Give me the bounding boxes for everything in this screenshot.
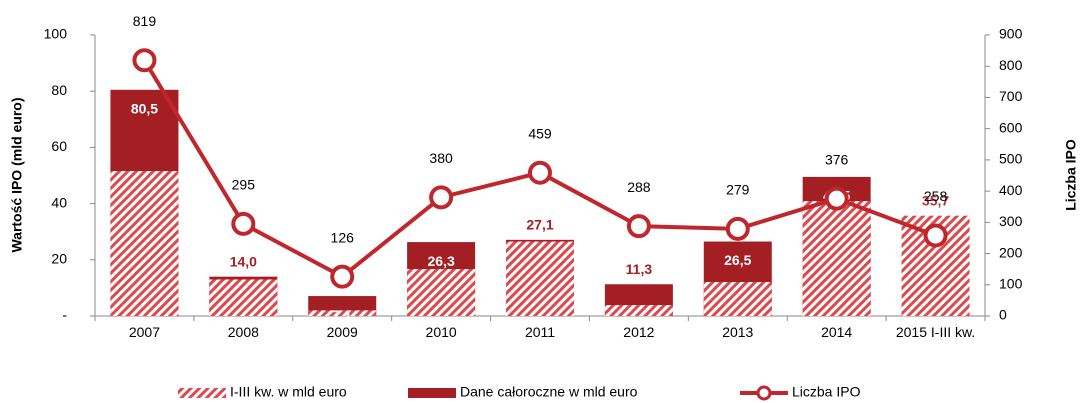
line-label: 288 (627, 179, 651, 195)
y2-tick-label: 200 (999, 244, 1023, 260)
x-tick-label-box: 2009 (326, 324, 358, 340)
x-tick-label: 2010 (425, 324, 457, 340)
y-tick-label: 100 (44, 26, 68, 42)
data-label: 26,3 (427, 253, 454, 269)
x-tick-label: 2008 (227, 324, 259, 340)
line-marker (330, 264, 355, 289)
line-marker (725, 216, 750, 241)
line-marker (528, 160, 552, 185)
x-tick-label-box: 2015 I-III kw. (895, 324, 976, 340)
x-tick-label: 2012 (623, 324, 655, 340)
legend-label: Liczba IPO (792, 384, 861, 400)
x-tick-label: 2013 (722, 324, 754, 340)
x-tick-label-box: 2007 (128, 324, 161, 340)
line-marker (132, 48, 157, 73)
bar (604, 305, 673, 316)
y2-tick-label: 600 (999, 119, 1023, 135)
data-label: 11,3 (626, 261, 653, 277)
line-label: 819 (133, 13, 157, 29)
legend-label: I-III kw. w mld euro (230, 384, 347, 400)
x-tick-label-box: 2014 (821, 324, 853, 340)
y2-tick-label: 400 (999, 182, 1023, 198)
line-marker (231, 211, 256, 236)
x-tick-label: 2011 (524, 324, 556, 340)
line-label: 258 (924, 188, 948, 204)
bar (308, 310, 377, 316)
y-tick-label: 60 (51, 138, 67, 154)
x-tick-label: 2014 (821, 324, 853, 340)
legend-swatch (178, 388, 226, 398)
x-tick-label: 2009 (326, 324, 358, 340)
y-tick-label: - (62, 307, 67, 323)
line-label: 126 (331, 229, 355, 245)
bar (802, 201, 871, 316)
x-tick-label-box: 2010 (425, 324, 457, 340)
x-tick-label: 2007 (128, 324, 161, 340)
y2-tick-label: 800 (999, 57, 1023, 73)
y-tick-label: 80 (51, 82, 67, 98)
data-label: 80,5 (131, 100, 158, 116)
line-label: 380 (429, 150, 453, 166)
data-label: 35,7 (922, 192, 949, 208)
x-tick-label-box: 2013 (722, 324, 754, 340)
y-axis-title: Wartość IPO (mld euro) (9, 97, 25, 252)
y-tick-label: 40 (51, 194, 67, 210)
line-label: 279 (726, 182, 750, 198)
bar (209, 279, 278, 316)
data-label: 7,1 (332, 307, 352, 323)
data-label: 26,5 (724, 252, 751, 268)
y2-tick-label: 900 (999, 26, 1023, 42)
legend-swatch (408, 388, 456, 398)
data-label: 14,0 (230, 253, 257, 269)
bar (703, 281, 772, 316)
bar (506, 241, 574, 316)
line-label: 295 (232, 177, 256, 193)
line-marker (824, 186, 849, 211)
x-tick-label-box: 2012 (623, 324, 655, 340)
bar (110, 171, 179, 316)
x-tick-label-box: 2011 (524, 324, 556, 340)
x-tick-label: 2015 I-III kw. (895, 324, 976, 340)
bar (407, 269, 476, 316)
line-marker (923, 223, 948, 248)
x-tick-label-box: 2008 (227, 324, 259, 340)
legend-label: Dane całoroczne w mld euro (460, 384, 638, 400)
y2-tick-label: 500 (999, 151, 1023, 167)
y2-tick-label: 300 (999, 213, 1023, 229)
y2-axis-title: Liczba IPO (1063, 139, 1079, 211)
line-marker (626, 214, 651, 239)
y2-tick-label: 0 (999, 307, 1007, 323)
legend-marker (756, 385, 772, 401)
line-marker (429, 185, 454, 210)
line-label: 376 (825, 151, 849, 167)
y2-tick-label: 700 (999, 88, 1023, 104)
data-label: 27,1 (526, 217, 553, 233)
y-tick-label: 20 (51, 251, 67, 267)
line-label: 459 (528, 125, 552, 141)
y2-tick-label: 100 (999, 275, 1023, 291)
